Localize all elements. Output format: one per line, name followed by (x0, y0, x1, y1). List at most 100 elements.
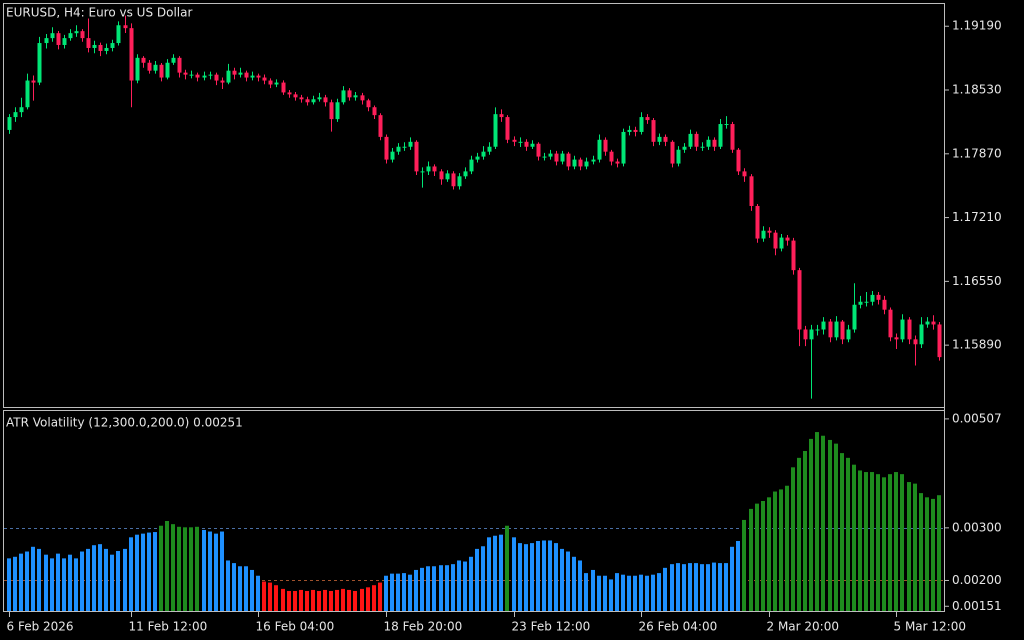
candle-body (183, 72, 188, 75)
candle-body (214, 74, 219, 81)
candle-body (785, 237, 790, 241)
x-tick-label: 26 Feb 04:00 (639, 620, 718, 634)
candle-body (244, 72, 249, 78)
candle-body (676, 149, 681, 164)
atr-bar (420, 567, 424, 611)
candle-body (828, 321, 833, 338)
candle-body (730, 124, 735, 150)
atr-bar (13, 556, 17, 611)
atr-bar (724, 563, 728, 611)
candle-body (755, 205, 760, 239)
y-tick-label: 0.00507 (952, 411, 1002, 425)
candle-body (250, 75, 255, 78)
candle-body (341, 90, 346, 103)
atr-bar (706, 564, 710, 611)
candle-body (615, 161, 620, 164)
atr-bar (408, 574, 412, 611)
atr-bar (937, 495, 941, 611)
candle-body (165, 62, 170, 78)
candle-body (451, 173, 456, 187)
candle-body (366, 100, 371, 108)
candle-body (840, 321, 845, 340)
candle-body (256, 75, 261, 78)
candle-body (153, 64, 158, 71)
candle-body (347, 90, 352, 98)
atr-bar (274, 585, 278, 611)
x-tick-label: 18 Feb 20:00 (384, 620, 463, 634)
candle-body (171, 57, 176, 63)
candle-body (505, 117, 510, 140)
atr-bar (755, 503, 759, 611)
candle-body (815, 329, 820, 331)
atr-bar (639, 574, 643, 611)
atr-bar (80, 551, 84, 611)
atr-bar (262, 581, 266, 611)
x-tick-label: 6 Feb 2026 (7, 620, 74, 634)
candle-body (487, 146, 492, 152)
candle-body (882, 299, 887, 310)
x-tick-label: 16 Feb 04:00 (256, 620, 335, 634)
candle-body (925, 321, 930, 325)
atr-bar (104, 548, 108, 611)
candle-body (202, 75, 207, 78)
candle-body (226, 70, 231, 83)
atr-bar (195, 526, 199, 611)
candle-body (645, 117, 650, 121)
candle-body (475, 156, 480, 160)
atr-bar (694, 563, 698, 611)
candle-body (92, 44, 97, 48)
candle-body (396, 146, 401, 152)
atr-bar (809, 438, 813, 611)
atr-bar (183, 527, 187, 611)
atr-bar (651, 574, 655, 611)
candle-body (439, 171, 444, 180)
candle-body (512, 139, 517, 142)
atr-bar (846, 457, 850, 611)
atr-bar (615, 573, 619, 611)
atr-bar (74, 558, 78, 611)
atr-bar (481, 546, 485, 611)
candle-body (147, 62, 152, 71)
atr-bar (110, 554, 114, 611)
atr-bar (293, 591, 297, 611)
atr-bar (329, 591, 333, 611)
candle-body (159, 64, 164, 78)
candle-body (372, 107, 377, 116)
atr-bar (840, 453, 844, 611)
atr-bar (335, 589, 339, 611)
candle-body (384, 136, 389, 160)
atr-bar (524, 544, 528, 611)
atr-bar (414, 569, 418, 611)
candle-body (821, 321, 826, 330)
candle-body (803, 329, 808, 340)
atr-bar (566, 551, 570, 611)
atr-bar (177, 526, 181, 611)
candle-body (317, 97, 322, 100)
atr-bar (505, 525, 509, 611)
atr-bar (900, 474, 904, 611)
atr-bar (202, 529, 206, 611)
atr-bar (153, 532, 157, 611)
candle-body (518, 141, 523, 143)
candle-body (469, 159, 474, 172)
atr-bar (457, 560, 461, 611)
atr-bar (432, 566, 436, 611)
candle-body (74, 31, 79, 34)
candle-body (682, 146, 687, 150)
candle-body (353, 95, 358, 98)
candle-body (742, 171, 747, 177)
atr-bar (627, 575, 631, 611)
atr-bar (135, 534, 139, 611)
atr-bar (463, 561, 467, 611)
candle-body (864, 301, 869, 303)
candle-body (797, 270, 802, 330)
atr-bar (773, 491, 777, 611)
atr-bar (870, 472, 874, 611)
atr-bar (536, 541, 540, 611)
candle-body (736, 149, 741, 172)
candle-body (700, 146, 705, 148)
candle-body (50, 33, 55, 39)
atr-bar (426, 566, 430, 611)
atr-bar (147, 532, 151, 611)
